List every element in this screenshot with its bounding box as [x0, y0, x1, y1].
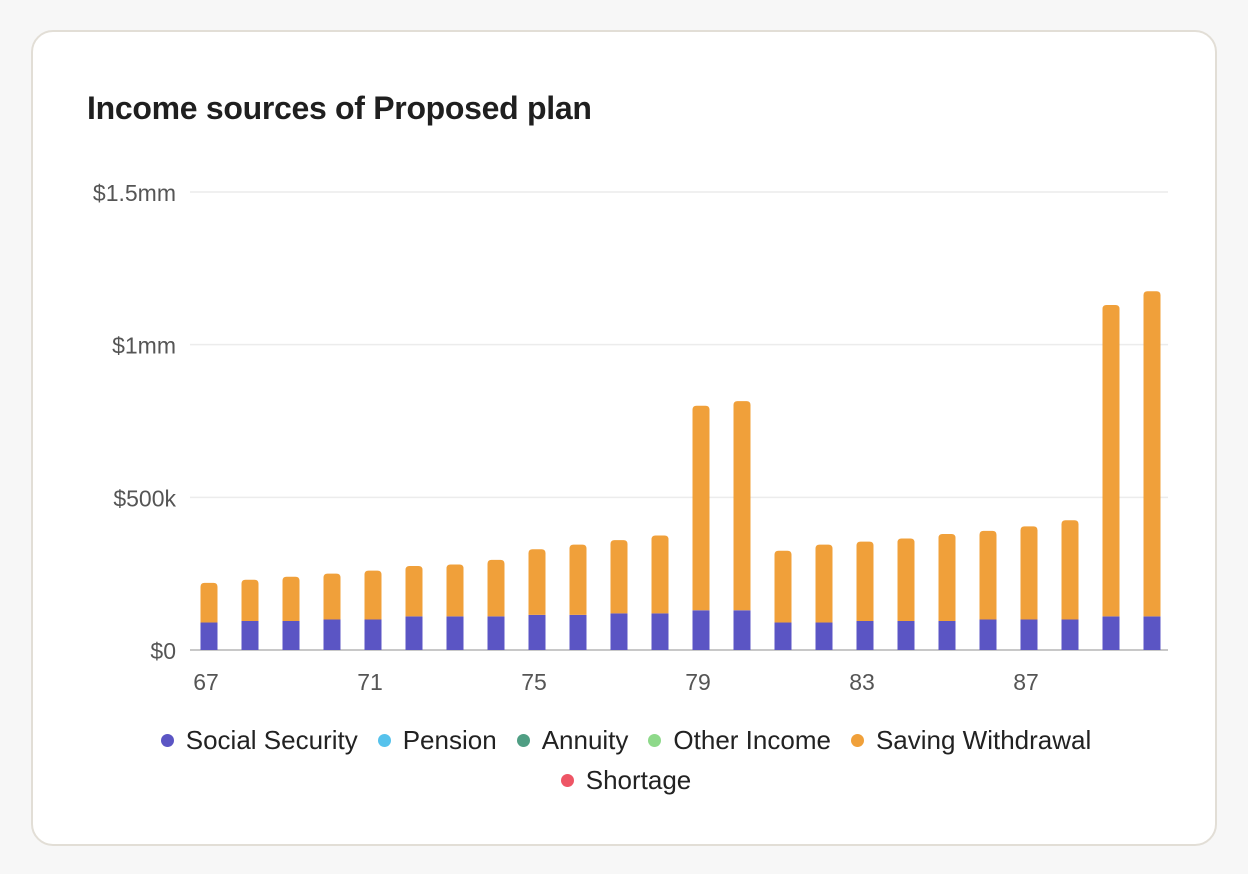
bar-segment-social-security[interactable] [528, 614, 546, 650]
chart-legend: Social Security Pension Annuity Other In… [93, 726, 1159, 794]
legend-dot-icon [648, 733, 662, 747]
bar-segment-social-security[interactable] [897, 620, 915, 650]
bar-segment-social-security[interactable] [1102, 616, 1120, 650]
bar-segment-social-security[interactable] [323, 619, 341, 650]
y-tick-label: $0 [150, 638, 176, 664]
legend-item-other-income[interactable]: Other Income [648, 726, 831, 754]
legend-dot-icon [377, 733, 391, 747]
x-tick-label: 79 [685, 669, 711, 695]
bar-segment-saving-withdrawal[interactable] [815, 544, 833, 623]
bar-segment-social-security[interactable] [774, 622, 792, 650]
legend-label: Annuity [541, 725, 629, 755]
legend-label: Shortage [585, 765, 692, 795]
bar-segment-saving-withdrawal[interactable] [938, 533, 956, 621]
bar-segment-saving-withdrawal[interactable] [200, 582, 218, 623]
bar-segment-social-security[interactable] [733, 610, 751, 650]
bar-segment-saving-withdrawal[interactable] [282, 576, 300, 621]
bar-segment-saving-withdrawal[interactable] [1061, 520, 1079, 620]
bar-segment-saving-withdrawal[interactable] [487, 559, 505, 617]
bar-segment-social-security[interactable] [1061, 619, 1079, 650]
legend-dot-icon [850, 733, 864, 747]
bar-segment-saving-withdrawal[interactable] [979, 530, 997, 620]
bar-segment-saving-withdrawal[interactable] [897, 538, 915, 621]
legend-label: Pension [402, 725, 497, 755]
bar-segment-saving-withdrawal[interactable] [856, 541, 874, 621]
bar-segment-saving-withdrawal[interactable] [569, 544, 587, 615]
legend-item-annuity[interactable]: Annuity [516, 725, 629, 755]
legend-item-saving-withdrawal[interactable]: Saving Withdrawal [850, 725, 1092, 755]
bar-segment-social-security[interactable] [856, 620, 874, 650]
bar-segment-saving-withdrawal[interactable] [241, 579, 259, 621]
chart-card: Income sources of Proposed plan $0 $500k $… [31, 30, 1217, 846]
bar-segment-social-security[interactable] [938, 620, 956, 650]
y-tick-label: $500k [113, 485, 176, 511]
bar-segment-social-security[interactable] [979, 619, 997, 650]
x-tick-label: 67 [193, 669, 219, 695]
bar-segment-social-security[interactable] [815, 622, 833, 650]
bar-segment-saving-withdrawal[interactable] [1143, 291, 1161, 617]
chart-title: Income sources of Proposed plan [87, 90, 592, 126]
bar-segment-social-security[interactable] [610, 613, 628, 650]
x-tick-label: 75 [521, 669, 547, 695]
bar-segment-social-security[interactable] [446, 616, 464, 650]
legend-item-pension[interactable]: Pension [377, 725, 497, 755]
bar-segment-saving-withdrawal[interactable] [651, 535, 669, 614]
bar-area [200, 291, 1161, 650]
legend-label: Other Income [673, 725, 831, 755]
bar-segment-saving-withdrawal[interactable] [528, 549, 546, 615]
x-tick-label: 87 [1013, 669, 1039, 695]
bar-segment-saving-withdrawal[interactable] [610, 540, 628, 614]
bar-segment-saving-withdrawal[interactable] [733, 401, 751, 611]
legend-item-social-security[interactable]: Social Security [160, 725, 358, 755]
bar-segment-social-security[interactable] [241, 620, 259, 650]
legend-dot-icon [160, 733, 174, 747]
bar-segment-social-security[interactable] [1143, 616, 1161, 650]
bar-segment-social-security[interactable] [282, 620, 300, 650]
bar-segment-social-security[interactable] [487, 616, 505, 650]
bar-segment-social-security[interactable] [364, 619, 382, 650]
bar-segment-saving-withdrawal[interactable] [364, 570, 382, 620]
legend-dot-icon [560, 773, 574, 787]
bar-chart: $0 $500k $1mm $1.5mm 67 71 75 79 83 87 [93, 180, 1168, 695]
bar-segment-social-security[interactable] [569, 614, 587, 650]
legend-dot-icon [516, 733, 530, 747]
bar-segment-saving-withdrawal[interactable] [1102, 304, 1120, 617]
bar-segment-social-security[interactable] [692, 610, 710, 650]
bar-segment-saving-withdrawal[interactable] [405, 566, 423, 617]
bar-segment-social-security[interactable] [405, 616, 423, 650]
legend-label: Saving Withdrawal [875, 725, 1092, 755]
bar-segment-saving-withdrawal[interactable] [774, 550, 792, 623]
bar-segment-saving-withdrawal[interactable] [692, 405, 710, 611]
legend-item-shortage[interactable]: Shortage [560, 765, 692, 795]
y-tick-label: $1mm [112, 333, 176, 359]
bar-segment-social-security[interactable] [200, 622, 218, 650]
x-tick-label: 83 [849, 669, 875, 695]
bar-segment-saving-withdrawal[interactable] [1020, 526, 1038, 620]
y-axis: $0 $500k $1mm $1.5mm [93, 180, 177, 664]
bar-segment-saving-withdrawal[interactable] [446, 564, 464, 617]
bar-segment-saving-withdrawal[interactable] [323, 573, 341, 620]
x-tick-label: 71 [357, 669, 383, 695]
y-tick-label: $1.5mm [93, 180, 176, 206]
chart-grid [190, 191, 1168, 651]
bar-segment-social-security[interactable] [651, 613, 669, 650]
x-axis: 67 71 75 79 83 87 [193, 669, 1039, 695]
legend-label: Social Security [185, 725, 358, 755]
bar-segment-social-security[interactable] [1020, 619, 1038, 650]
